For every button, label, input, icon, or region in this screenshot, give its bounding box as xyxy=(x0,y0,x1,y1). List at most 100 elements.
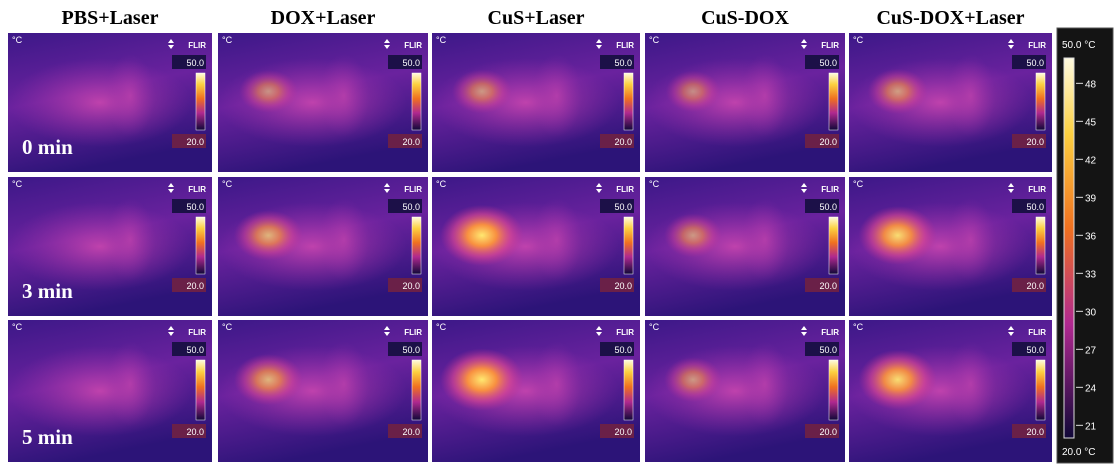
column-header: CuS-DOX xyxy=(701,7,789,29)
scale-tick-label: 33 xyxy=(1085,269,1097,280)
unit-label: °C xyxy=(222,35,233,45)
max-label: 50.0 xyxy=(1026,58,1044,68)
brand-label: FLIR xyxy=(188,328,206,337)
unit-label: °C xyxy=(649,322,660,332)
unit-label: °C xyxy=(222,179,233,189)
figure: PBS+Laser DOX+Laser CuS+Laser CuS-DOX CuS-DO… xyxy=(0,0,1115,467)
unit-label: °C xyxy=(12,179,23,189)
scale-tick-label: 21 xyxy=(1085,421,1097,432)
scale-tick-label: 24 xyxy=(1085,383,1097,394)
min-label: 20.0 xyxy=(819,427,837,437)
unit-label: °C xyxy=(222,322,233,332)
color-bar xyxy=(412,217,421,274)
scale-tick-label: 36 xyxy=(1085,231,1097,242)
hot-spot xyxy=(664,213,722,257)
thermal-image: °CFLIR50.020.0 xyxy=(432,33,640,172)
brand-label: FLIR xyxy=(404,328,422,337)
max-label: 50.0 xyxy=(614,202,632,212)
min-label: 20.0 xyxy=(1026,281,1044,291)
color-bar xyxy=(829,217,838,274)
min-label: 20.0 xyxy=(819,137,837,147)
max-label: 50.0 xyxy=(402,58,420,68)
scale-tick-label: 48 xyxy=(1085,79,1097,90)
color-bar xyxy=(1036,360,1045,420)
body-heat xyxy=(946,54,995,137)
column-header: CuS+Laser xyxy=(488,7,585,29)
hot-spot xyxy=(859,206,937,265)
body-heat xyxy=(319,341,369,426)
page: PBS+Laser DOX+Laser CuS+Laser CuS-DOX CuS-DO… xyxy=(0,0,1115,467)
hot-spot xyxy=(452,69,512,113)
unit-label: °C xyxy=(12,35,23,45)
brand-label: FLIR xyxy=(616,185,634,194)
max-label: 50.0 xyxy=(614,345,632,355)
body-heat xyxy=(741,54,789,137)
max-label: 50.0 xyxy=(819,202,837,212)
unit-label: °C xyxy=(12,322,23,332)
scale-tick-label: 27 xyxy=(1085,345,1097,356)
body-heat xyxy=(8,346,192,437)
hot-spot xyxy=(666,71,720,113)
scale-max: 50.0 °C xyxy=(1062,40,1095,51)
thermal-image: °CFLIR50.020.0 xyxy=(432,320,640,462)
thermal-image: °CFLIR50.020.0 xyxy=(849,33,1052,172)
brand-label: FLIR xyxy=(1028,328,1046,337)
brand-label: FLIR xyxy=(404,41,422,50)
max-label: 50.0 xyxy=(819,345,837,355)
body-heat xyxy=(532,54,582,137)
hot-spot xyxy=(868,69,928,114)
hot-spot xyxy=(664,357,722,402)
brand-label: FLIR xyxy=(188,41,206,50)
column-header: DOX+Laser xyxy=(271,7,376,29)
color-bar xyxy=(196,73,205,130)
max-label: 50.0 xyxy=(614,58,632,68)
column-header: CuS-DOX+Laser xyxy=(876,7,1024,29)
unit-label: °C xyxy=(853,35,864,45)
min-label: 20.0 xyxy=(402,427,420,437)
scale-min: 20.0 °C xyxy=(1062,447,1095,458)
color-bar xyxy=(829,73,838,130)
thermal-image: °CFLIR50.020.05 min xyxy=(8,320,212,462)
hot-spot xyxy=(440,205,523,266)
brand-label: FLIR xyxy=(616,41,634,50)
min-label: 20.0 xyxy=(186,281,204,291)
max-label: 50.0 xyxy=(186,345,204,355)
color-bar xyxy=(1036,217,1045,274)
thermal-image: °CFLIR50.020.0 xyxy=(645,177,845,316)
scale-tick-label: 30 xyxy=(1085,307,1097,318)
hot-spot xyxy=(440,348,523,410)
row-label: 0 min xyxy=(22,135,73,159)
brand-label: FLIR xyxy=(821,41,839,50)
unit-label: °C xyxy=(436,179,447,189)
row-label: 3 min xyxy=(22,279,73,303)
unit-label: °C xyxy=(649,35,660,45)
body-heat xyxy=(532,198,582,281)
scale-tick-label: 39 xyxy=(1085,193,1097,204)
min-label: 20.0 xyxy=(1026,427,1044,437)
max-label: 50.0 xyxy=(402,345,420,355)
column-header: PBS+Laser xyxy=(62,7,159,29)
unit-label: °C xyxy=(649,179,660,189)
brand-label: FLIR xyxy=(821,185,839,194)
color-bar xyxy=(196,360,205,420)
hot-spot xyxy=(234,354,303,405)
min-label: 20.0 xyxy=(614,427,632,437)
body-heat xyxy=(946,341,995,426)
body-heat xyxy=(946,198,995,281)
unit-label: °C xyxy=(436,35,447,45)
body-heat xyxy=(106,54,155,137)
body-heat xyxy=(532,341,582,426)
thermal-image: °CFLIR50.020.03 min xyxy=(8,177,212,316)
scale-tick-label: 45 xyxy=(1085,117,1097,128)
min-label: 20.0 xyxy=(614,281,632,291)
min-label: 20.0 xyxy=(1026,137,1044,147)
max-label: 50.0 xyxy=(1026,202,1044,212)
brand-label: FLIR xyxy=(616,328,634,337)
body-heat xyxy=(8,202,192,291)
